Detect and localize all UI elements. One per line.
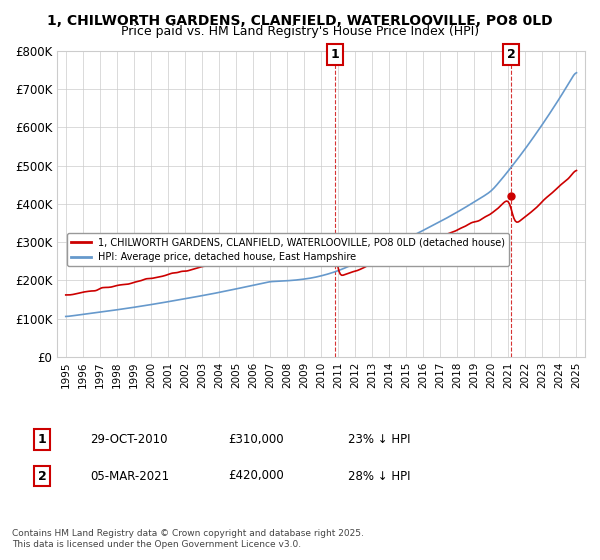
Text: 2: 2 [507,48,515,61]
Legend: 1, CHILWORTH GARDENS, CLANFIELD, WATERLOOVILLE, PO8 0LD (detached house), HPI: A: 1, CHILWORTH GARDENS, CLANFIELD, WATERLO… [67,233,509,266]
Text: Contains HM Land Registry data © Crown copyright and database right 2025.
This d: Contains HM Land Registry data © Crown c… [12,529,364,549]
Text: 05-MAR-2021: 05-MAR-2021 [90,469,169,483]
Text: 29-OCT-2010: 29-OCT-2010 [90,433,167,446]
Text: 28% ↓ HPI: 28% ↓ HPI [348,469,410,483]
Text: £420,000: £420,000 [228,469,284,483]
Text: 1: 1 [38,433,46,446]
Text: 1, CHILWORTH GARDENS, CLANFIELD, WATERLOOVILLE, PO8 0LD: 1, CHILWORTH GARDENS, CLANFIELD, WATERLO… [47,14,553,28]
Text: 1: 1 [331,48,340,61]
Text: 23% ↓ HPI: 23% ↓ HPI [348,433,410,446]
Text: Price paid vs. HM Land Registry's House Price Index (HPI): Price paid vs. HM Land Registry's House … [121,25,479,38]
Text: £310,000: £310,000 [228,433,284,446]
Text: 2: 2 [38,469,46,483]
